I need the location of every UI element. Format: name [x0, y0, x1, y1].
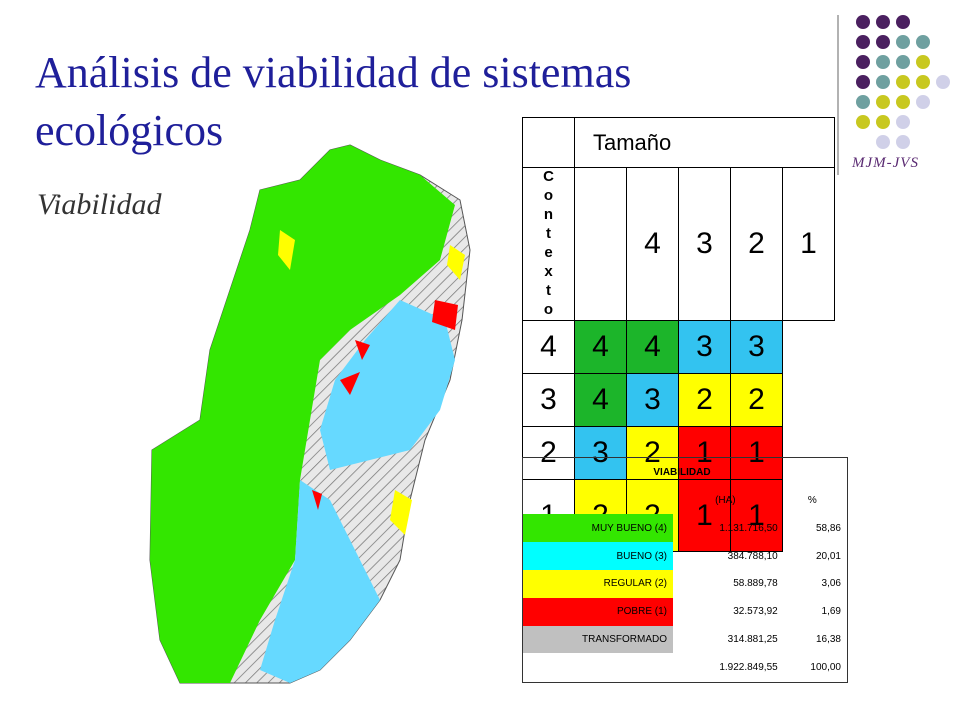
- matrix-cell: 4: [574, 320, 627, 374]
- hectares: 32.573,92: [733, 606, 778, 618]
- summary-title: VIABILIDAD: [653, 466, 711, 478]
- class-label: POBRE (1): [522, 597, 673, 626]
- total-row: 1.922.849,55 100,00: [523, 653, 848, 682]
- class-label: REGULAR (2): [522, 569, 673, 598]
- hectares: 1.131.716,50: [719, 522, 778, 534]
- row-label: 3: [522, 373, 575, 427]
- column-header: %: [807, 494, 817, 506]
- class-label: TRANSFORMADO: [522, 625, 673, 654]
- matrix-cell: 2: [730, 373, 783, 427]
- empty-cell: [522, 117, 575, 168]
- percent: 100,00: [810, 662, 841, 674]
- hectares: 58.889,78: [733, 578, 778, 590]
- column-label: 3: [678, 167, 731, 321]
- summary-row: POBRE (1) 32.573,92 1,69: [522, 597, 848, 626]
- matrix-cell: 1: [730, 479, 783, 552]
- summary-row: TRANSFORMADO 314.881,25 16,38: [522, 625, 848, 654]
- percent: 58,86: [815, 522, 841, 534]
- column-header: (HA): [715, 494, 736, 506]
- percent: 20,01: [815, 550, 841, 562]
- column-title: Tamaño: [574, 117, 835, 168]
- row-label: 4: [522, 320, 575, 374]
- subtitle: Viabilidad: [37, 188, 162, 221]
- summary-table: VIABILIDAD (HA)% MUY BUENO (4) 1.131.716,…: [522, 457, 848, 683]
- percent: 1,69: [821, 606, 841, 618]
- class-label: MUY BUENO (4): [522, 514, 673, 543]
- matrix-cell: 1: [678, 426, 731, 480]
- summary-row: MUY BUENO (4) 1.131.716,50 58,86: [522, 514, 848, 543]
- matrix-cell: 3: [574, 426, 627, 480]
- hectares: 384.788,10: [727, 550, 778, 562]
- hectares: 1.922.849,55: [719, 662, 778, 674]
- logo-text: MJM-JVS: [852, 155, 919, 171]
- summary-row: REGULAR (2) 58.889,78 3,06: [522, 569, 848, 598]
- column-label: 2: [730, 167, 783, 321]
- empty-cell: [574, 167, 627, 321]
- matrix-cell: 1: [678, 479, 731, 552]
- class-label: BUENO (3): [522, 542, 673, 570]
- column-label: 1: [782, 167, 835, 321]
- matrix-cell: 4: [574, 373, 627, 427]
- row-title: Contexto: [522, 167, 575, 321]
- matrix-cell: 3: [678, 320, 731, 374]
- percent: 16,38: [815, 633, 841, 645]
- hectares: 314.881,25: [727, 633, 778, 645]
- matrix-cell: 1: [730, 426, 783, 480]
- map: [149, 144, 471, 684]
- empty-cell: [523, 653, 674, 682]
- matrix-cell: 3: [626, 373, 679, 427]
- column-label: 4: [626, 167, 679, 321]
- matrix-cell: 4: [626, 320, 679, 374]
- slide-title: Análisis de viabilidad de sistemas ecoló…: [35, 48, 632, 155]
- matrix-cell: 3: [730, 320, 783, 374]
- matrix-cell: 2: [678, 373, 731, 427]
- summary-row: BUENO (3) 384.788,10 20,01: [522, 542, 848, 570]
- percent: 3,06: [821, 578, 841, 590]
